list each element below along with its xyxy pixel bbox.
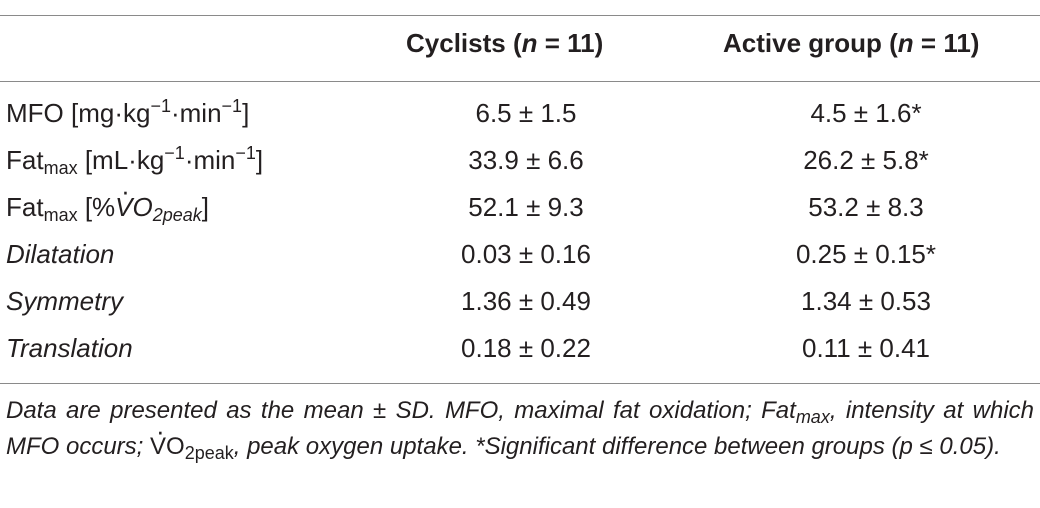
active-value: 53.2 ± 8.3 xyxy=(808,192,924,222)
row-label: Fatmax [%VO2peak] xyxy=(6,176,209,224)
row-label: Translation xyxy=(6,333,133,363)
table-row: Symmetry 1.36 ± 0.49 1.34 ± 0.53 xyxy=(0,278,1040,325)
cyclists-value: 33.9 ± 6.6 xyxy=(468,145,584,175)
table-footnote: Data are presented as the mean ± SD. MFO… xyxy=(6,393,1034,465)
header-rule xyxy=(0,81,1040,82)
cyclists-value: 0.03 ± 0.16 xyxy=(461,239,591,269)
active-value: 26.2 ± 5.8* xyxy=(803,145,929,175)
table-row: Fatmax [%VO2peak] 52.1 ± 9.3 53.2 ± 8.3 xyxy=(0,176,1040,231)
active-value: 0.25 ± 0.15* xyxy=(795,239,937,269)
table-row: Fatmax [mL·kg−1·min−1] 33.9 ± 6.6 26.2 ±… xyxy=(0,137,1040,184)
top-rule xyxy=(0,15,1040,16)
header-active-group: Active group (n = 11) xyxy=(723,28,980,58)
header-cyclists: Cyclists (n = 11) xyxy=(406,28,604,58)
cyclists-value: 1.36 ± 0.49 xyxy=(461,286,591,316)
active-value: 0.11 ± 0.41 xyxy=(802,333,930,363)
table-row: Translation 0.18 ± 0.22 0.11 ± 0.41 xyxy=(0,325,1040,372)
active-value: 1.34 ± 0.53 xyxy=(801,286,931,316)
cyclists-value: 52.1 ± 9.3 xyxy=(468,192,584,222)
row-label: MFO [mg·kg−1·min−1] xyxy=(6,96,250,128)
cyclists-value: 6.5 ± 1.5 xyxy=(475,98,577,128)
row-label: Symmetry xyxy=(6,286,123,316)
table-row: MFO [mg·kg−1·min−1] 6.5 ± 1.5 4.5 ± 1.6* xyxy=(0,90,1040,137)
row-label: Dilatation xyxy=(6,239,115,269)
table-row: Dilatation 0.03 ± 0.16 0.25 ± 0.15* xyxy=(0,231,1040,278)
bottom-rule xyxy=(0,383,1040,384)
cyclists-value: 0.18 ± 0.22 xyxy=(461,333,591,363)
active-value: 4.5 ± 1.6* xyxy=(810,98,922,128)
row-label: Fatmax [mL·kg−1·min−1] xyxy=(6,143,264,178)
